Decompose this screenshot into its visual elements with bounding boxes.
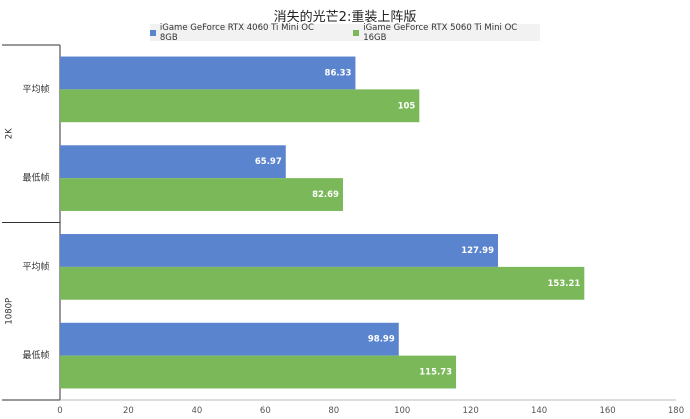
data-label: 86.33	[325, 68, 352, 78]
legend-swatch-series-1	[150, 29, 156, 36]
data-label: 82.69	[312, 190, 339, 200]
category-label: 最低帧	[22, 172, 49, 184]
bar-series-1	[60, 56, 356, 90]
legend-swatch-series-2	[353, 29, 360, 36]
legend-label-series-1: iGame GeForce RTX 4060 Ti Mini OC 8GB	[159, 22, 314, 43]
legend-label-series-2: iGame GeForce RTX 5060 Ti Mini OC 16GB	[363, 22, 518, 43]
bar-series-1	[60, 322, 399, 356]
bar-series-1	[60, 234, 499, 267]
x-tick-label: 80	[328, 406, 339, 416]
x-tick-label: 60	[260, 406, 271, 416]
legend: iGame GeForce RTX 4060 Ti Mini OC 8GB iG…	[150, 23, 540, 43]
group-label: 1080P	[5, 298, 15, 325]
x-tick-label: 100	[394, 406, 410, 416]
data-label: 115.73	[419, 368, 452, 378]
data-label: 105	[398, 101, 416, 111]
x-tick-label: 20	[123, 406, 134, 416]
x-tick-label: 40	[191, 406, 202, 416]
chart-title: 消失的光芒2:重装上阵版	[273, 10, 417, 25]
data-label: 127.99	[461, 246, 494, 256]
data-label: 98.99	[368, 335, 395, 345]
x-tick-label: 0	[57, 406, 62, 416]
category-label: 平均帧	[22, 83, 49, 95]
category-label: 平均帧	[22, 260, 49, 272]
data-label: 65.97	[255, 157, 282, 167]
data-label: 153.21	[548, 279, 581, 289]
x-tick-label: 160	[599, 406, 615, 416]
bar-series-2	[60, 89, 420, 123]
bar-series-2	[60, 178, 343, 211]
legend-item-series-2: iGame GeForce RTX 5060 Ti Mini OC 16GB	[353, 23, 540, 43]
bar-series-1	[60, 145, 286, 179]
x-tick-label: 180	[668, 406, 684, 416]
category-label: 最低帧	[22, 349, 49, 361]
legend-item-series-1: iGame GeForce RTX 4060 Ti Mini OC 8GB	[150, 23, 331, 43]
bar-series-2	[60, 266, 585, 300]
group-label: 2K	[5, 128, 15, 139]
x-tick-label: 140	[531, 406, 547, 416]
x-tick-label: 120	[463, 406, 479, 416]
bar-series-2	[60, 355, 457, 389]
